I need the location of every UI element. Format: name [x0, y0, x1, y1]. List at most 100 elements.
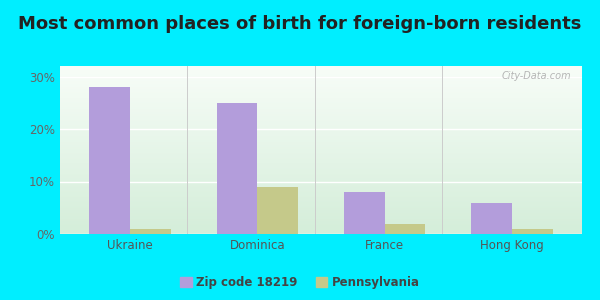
Bar	[60, 154, 582, 155]
Bar	[60, 221, 582, 222]
Bar	[60, 127, 582, 128]
Bar	[60, 93, 582, 94]
Bar	[60, 194, 582, 195]
Bar	[60, 101, 582, 102]
Bar	[60, 118, 582, 119]
Bar	[60, 94, 582, 95]
Bar	[60, 116, 582, 117]
Bar	[60, 96, 582, 97]
Bar	[60, 233, 582, 234]
Bar	[60, 188, 582, 189]
Bar	[60, 104, 582, 105]
Bar	[60, 175, 582, 176]
Bar	[60, 151, 582, 152]
Bar	[60, 106, 582, 107]
Bar	[60, 115, 582, 116]
Bar	[471, 202, 512, 234]
Bar	[60, 113, 582, 114]
Bar	[60, 170, 582, 171]
Bar	[60, 214, 582, 215]
Bar	[60, 91, 582, 92]
Bar	[60, 150, 582, 151]
Bar	[60, 215, 582, 216]
Bar	[60, 192, 582, 193]
Bar	[60, 68, 582, 69]
Bar	[60, 225, 582, 226]
Bar	[60, 75, 582, 76]
Bar	[60, 196, 582, 197]
Bar	[60, 141, 582, 142]
Bar	[60, 73, 582, 74]
Bar	[60, 122, 582, 123]
Bar	[60, 85, 582, 86]
Bar	[60, 197, 582, 198]
Bar	[60, 102, 582, 103]
Bar	[60, 230, 582, 231]
Bar	[60, 135, 582, 136]
Bar	[512, 229, 553, 234]
Bar	[60, 78, 582, 79]
Bar	[60, 133, 582, 134]
Bar	[60, 98, 582, 99]
Bar	[60, 182, 582, 183]
Bar	[60, 110, 582, 111]
Bar	[60, 204, 582, 205]
Bar	[60, 148, 582, 149]
Bar	[60, 226, 582, 227]
Bar	[60, 86, 582, 87]
Bar	[60, 228, 582, 229]
Bar	[60, 83, 582, 84]
Bar	[60, 173, 582, 174]
Bar	[89, 87, 130, 234]
Bar	[60, 117, 582, 118]
Bar	[60, 224, 582, 225]
Bar	[60, 222, 582, 223]
Bar	[60, 139, 582, 140]
Bar	[60, 157, 582, 158]
Bar	[60, 72, 582, 73]
Bar	[60, 218, 582, 219]
Bar	[257, 187, 298, 234]
Bar	[60, 84, 582, 85]
Bar	[60, 92, 582, 93]
Bar	[60, 82, 582, 83]
Bar	[60, 180, 582, 181]
Bar	[60, 184, 582, 185]
Bar	[60, 168, 582, 169]
Bar	[60, 129, 582, 130]
Bar	[60, 229, 582, 230]
Bar	[60, 138, 582, 139]
Bar	[60, 191, 582, 192]
Bar	[60, 120, 582, 121]
Bar	[60, 77, 582, 78]
Bar	[60, 189, 582, 190]
Bar	[60, 165, 582, 166]
Bar	[60, 99, 582, 100]
Bar	[60, 158, 582, 159]
Bar	[60, 143, 582, 144]
Bar	[60, 95, 582, 96]
Bar	[60, 124, 582, 125]
Bar	[60, 177, 582, 178]
Bar	[60, 142, 582, 143]
Bar	[60, 119, 582, 120]
Bar	[60, 80, 582, 81]
Bar	[60, 100, 582, 101]
Bar	[60, 232, 582, 233]
Bar	[60, 121, 582, 122]
Bar	[60, 205, 582, 206]
Bar	[130, 229, 171, 234]
Bar	[60, 114, 582, 115]
Bar	[60, 216, 582, 217]
Bar	[60, 210, 582, 211]
Bar	[60, 166, 582, 167]
Bar	[60, 70, 582, 71]
Bar	[60, 152, 582, 153]
Bar	[60, 81, 582, 82]
Bar	[60, 107, 582, 108]
Bar	[60, 193, 582, 194]
Bar	[60, 90, 582, 91]
Bar	[60, 164, 582, 165]
Bar	[60, 111, 582, 112]
Bar	[60, 181, 582, 182]
